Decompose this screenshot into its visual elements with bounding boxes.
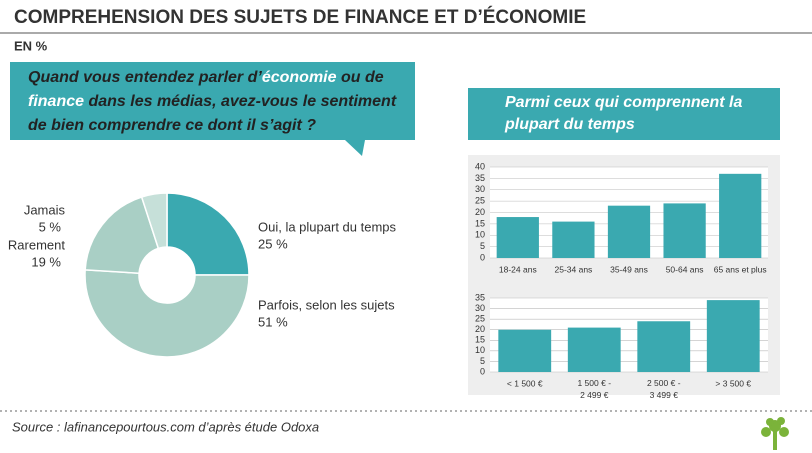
question-part: Quand vous entendez parler d’ — [28, 69, 262, 86]
y-tick-label: 40 — [475, 161, 485, 171]
bar — [498, 329, 552, 372]
bar — [496, 217, 539, 258]
title: COMPREHENSION DES SUJETS DE FINANCE ET D… — [14, 6, 586, 28]
x-tick-label: < 1 500 € — [507, 378, 543, 388]
bar — [607, 205, 651, 258]
slice-value: 5 % — [39, 219, 62, 234]
donut-slice — [84, 269, 250, 358]
y-tick-label: 25 — [475, 196, 485, 206]
bar — [567, 327, 621, 372]
panel-title: Parmi ceux qui comprennent la plupart du… — [505, 94, 743, 133]
question-box — [10, 62, 415, 156]
slice-label: Rarement — [8, 237, 65, 252]
y-tick-label: 15 — [475, 335, 485, 345]
bar — [637, 321, 691, 372]
y-tick-label: 0 — [480, 252, 485, 262]
bar — [706, 300, 760, 372]
subtitle: EN % — [14, 38, 48, 53]
y-tick-label: 25 — [475, 314, 485, 324]
question-part: ou de — [336, 69, 384, 86]
question-part: économie — [261, 69, 337, 86]
x-tick-label: 2 500 € -3 499 € — [647, 378, 681, 400]
y-tick-label: 20 — [475, 324, 485, 334]
x-tick-label: 65 ans et plus — [714, 264, 767, 274]
bar — [719, 173, 762, 258]
slice-value: 19 % — [31, 254, 61, 269]
slice-value: 25 % — [258, 236, 288, 251]
donut-slice — [84, 196, 160, 275]
x-tick-label: 25-34 ans — [554, 264, 592, 274]
slice-label: Jamais — [24, 202, 66, 217]
slice-value: 51 % — [258, 314, 288, 329]
y-tick-label: 30 — [475, 184, 485, 194]
question: Quand vous entendez parler d’économie ou… — [28, 66, 408, 138]
question-part: dans les médias, avez-vous le sentiment … — [28, 93, 397, 134]
y-tick-label: 5 — [480, 356, 485, 366]
y-tick-label: 20 — [475, 207, 485, 217]
x-tick-label: > 3 500 € — [715, 378, 751, 388]
slice-label: Oui, la plupart du temps — [258, 219, 397, 234]
donut-slice — [140, 192, 168, 250]
y-tick-label: 0 — [480, 366, 485, 376]
y-tick-label: 10 — [475, 345, 485, 355]
question-part: finance — [28, 93, 85, 110]
y-tick-label: 5 — [480, 241, 485, 251]
panel-title-box — [468, 88, 780, 140]
logo — [761, 417, 789, 450]
y-tick-label: 30 — [475, 303, 485, 313]
x-tick-label: 35-49 ans — [610, 264, 648, 274]
y-tick-label: 35 — [475, 292, 485, 302]
x-tick-label: 1 500 € -2 499 € — [577, 378, 611, 400]
bar — [552, 221, 595, 258]
source: Source : lafinancepourtous.com d’après é… — [12, 419, 319, 434]
x-tick-label: 18-24 ans — [499, 264, 537, 274]
y-tick-label: 10 — [475, 230, 485, 240]
bar — [663, 203, 706, 258]
slice-label: Parfois, selon les sujets — [258, 297, 395, 312]
y-tick-label: 15 — [475, 218, 485, 228]
x-tick-label: 50-64 ans — [666, 264, 704, 274]
y-tick-label: 35 — [475, 173, 485, 183]
donut-slice — [166, 192, 250, 276]
